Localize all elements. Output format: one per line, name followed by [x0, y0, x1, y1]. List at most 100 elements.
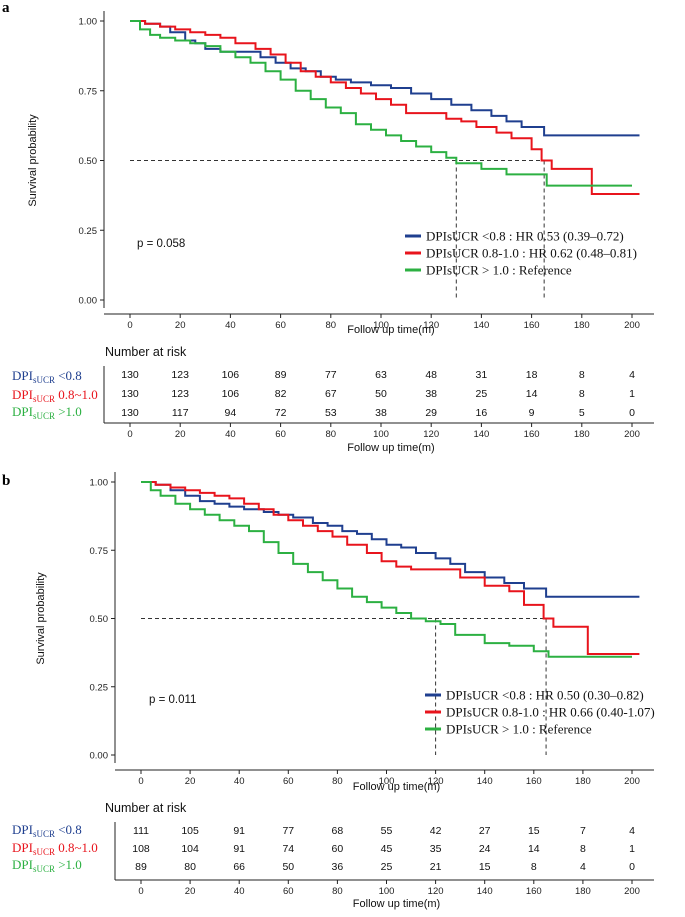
x-tick-label: 60 [275, 320, 286, 331]
x-tick-label: 140 [473, 320, 489, 331]
risk-x-tick-label: 160 [524, 429, 540, 440]
risk-count-value: 8 [580, 843, 586, 855]
risk-count-value: 35 [430, 843, 442, 855]
risk-count-value: 0 [629, 407, 635, 419]
risk-x-tick-label: 20 [175, 429, 186, 440]
risk-x-axis-title: Follow up time(m) [353, 898, 440, 910]
risk-group-label-suffix: 0.8~1.0 [55, 387, 98, 402]
risk-count-value: 105 [181, 825, 199, 837]
risk-count-value: 66 [233, 861, 245, 873]
panel-label: b [2, 473, 10, 489]
risk-count-value: 123 [171, 388, 189, 400]
p-value-label: p = 0.058 [137, 238, 185, 250]
risk-count-value: 82 [275, 388, 287, 400]
risk-count-value: 38 [425, 388, 437, 400]
risk-group-label: DPIsUCR 0.8~1.0 [12, 840, 98, 857]
panel-a: a0.000.250.500.751.000 20 40 60 80 100 120 140 1… [2, 0, 654, 454]
risk-count-value: 91 [233, 825, 245, 837]
risk-count-value: 36 [332, 861, 344, 873]
risk-count-value: 68 [332, 825, 344, 837]
risk-x-tick-label: 140 [473, 429, 489, 440]
risk-count-value: 5 [579, 407, 585, 419]
risk-count-value: 117 [172, 407, 189, 419]
risk-count-value: 94 [225, 407, 237, 419]
risk-count-value: 50 [282, 861, 294, 873]
risk-count-value: 130 [121, 407, 139, 419]
y-axis-title: Survival probability [35, 572, 47, 665]
risk-x-tick-label: 140 [477, 886, 493, 897]
risk-count-value: 89 [135, 861, 147, 873]
risk-x-tick-label: 200 [624, 429, 640, 440]
risk-count-value: 89 [275, 369, 287, 381]
risk-group-label-main: DPI [12, 387, 33, 402]
x-tick-label: 40 [234, 776, 245, 787]
risk-group-label-main: DPI [12, 404, 33, 419]
risk-x-tick-label: 100 [379, 886, 395, 897]
survival-curve-series-2 [141, 481, 640, 655]
x-tick-label: 80 [332, 776, 343, 787]
risk-x-tick-label: 180 [575, 886, 591, 897]
y-tick-label: 1.00 [90, 478, 109, 489]
risk-x-tick-label: 160 [526, 886, 542, 897]
risk-x-tick-label: 100 [373, 429, 389, 440]
risk-count-value: 16 [476, 407, 488, 419]
y-tick-label: 0.25 [79, 226, 98, 237]
survival-curve-series-1 [141, 481, 640, 598]
risk-count-value: 24 [479, 843, 491, 855]
risk-group-label-main: DPI [12, 368, 33, 383]
risk-count-value: 18 [526, 369, 538, 381]
risk-count-value: 104 [181, 843, 199, 855]
risk-count-value: 21 [430, 861, 442, 873]
panel-label: a [2, 0, 10, 16]
x-tick-label: 80 [326, 320, 337, 331]
panel-b: b0.000.250.500.751.000 20 40 60 80 100 120 140 1… [2, 472, 655, 910]
legend-entry: DPIsUCR <0.8 : HR 0.53 (0.39–0.72) [426, 229, 624, 244]
risk-count-value: 45 [381, 843, 393, 855]
x-tick-label: 180 [574, 320, 590, 331]
risk-count-value: 27 [479, 825, 491, 837]
x-tick-label: 180 [575, 776, 591, 787]
risk-count-value: 25 [381, 861, 393, 873]
risk-count-value: 50 [375, 388, 387, 400]
x-tick-label: 120 [423, 320, 439, 331]
risk-count-value: 4 [629, 369, 635, 381]
risk-x-tick-label: 60 [275, 429, 286, 440]
survival-curve-series-2 [130, 20, 640, 195]
risk-table-title: Number at risk [105, 345, 187, 359]
risk-count-value: 25 [476, 388, 488, 400]
risk-count-value: 4 [580, 861, 586, 873]
x-axis-title: Follow up time(m) [347, 324, 434, 336]
y-tick-label: 0.75 [90, 546, 109, 557]
x-tick-label: 100 [379, 776, 395, 787]
risk-x-tick-label: 120 [428, 886, 444, 897]
risk-count-value: 9 [529, 407, 535, 419]
y-tick-label: 0.25 [90, 682, 109, 693]
risk-count-value: 130 [121, 369, 139, 381]
risk-group-label-suffix: <0.8 [55, 822, 82, 837]
risk-count-value: 130 [121, 388, 139, 400]
legend-entry: DPIsUCR <0.8 : HR 0.50 (0.30–0.82) [446, 688, 644, 703]
risk-x-axis-title: Follow up time(m) [347, 442, 434, 454]
risk-group-label-suffix: <0.8 [55, 368, 82, 383]
risk-count-value: 74 [282, 843, 294, 855]
risk-count-value: 111 [133, 825, 149, 837]
risk-count-value: 8 [579, 369, 585, 381]
risk-x-tick-label: 80 [332, 886, 343, 897]
y-tick-label: 0.50 [90, 614, 109, 625]
risk-group-label-subscript: sUCR [33, 394, 55, 404]
risk-count-value: 91 [233, 843, 245, 855]
risk-count-value: 77 [325, 369, 337, 381]
y-tick-label: 1.00 [79, 17, 98, 28]
risk-group-label: DPIsUCR >1.0 [12, 857, 82, 874]
y-tick-label: 0.50 [79, 156, 98, 167]
risk-x-tick-label: 0 [127, 429, 132, 440]
x-tick-label: 20 [175, 320, 186, 331]
risk-table-title: Number at risk [105, 801, 187, 815]
risk-count-value: 67 [325, 388, 337, 400]
p-value-label: p = 0.011 [149, 694, 196, 706]
survival-curve-series-3 [141, 481, 632, 658]
risk-x-tick-label: 40 [225, 429, 236, 440]
risk-count-value: 72 [275, 407, 287, 419]
risk-count-value: 60 [332, 843, 344, 855]
risk-count-value: 106 [222, 369, 240, 381]
